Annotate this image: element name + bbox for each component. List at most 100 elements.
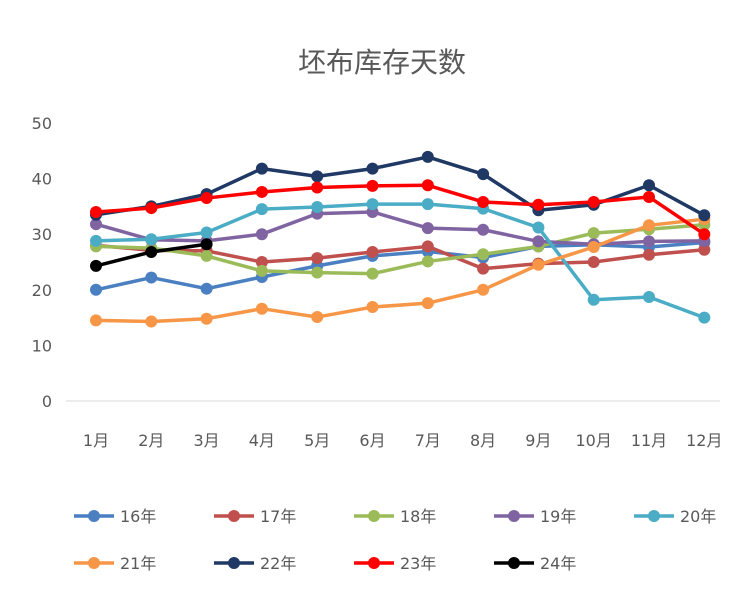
legend-swatch-marker [368, 510, 380, 522]
data-point [643, 219, 655, 232]
data-point [255, 203, 268, 216]
data-point [477, 248, 490, 261]
x-tick-label: 5月 [304, 431, 330, 450]
data-point [255, 228, 268, 241]
legend-label: 21年 [120, 554, 156, 573]
data-point [366, 162, 379, 175]
data-point [90, 314, 102, 327]
y-tick-label: 10 [32, 336, 52, 355]
data-point [532, 221, 545, 234]
data-point [532, 198, 545, 211]
x-tick-label: 4月 [249, 431, 275, 450]
data-point [643, 235, 655, 248]
legend-swatch-marker [228, 510, 240, 522]
series-19年 [90, 205, 711, 251]
data-point [255, 162, 268, 175]
data-point [643, 190, 655, 203]
data-point [200, 192, 213, 205]
legend-item-17年: 17年 [214, 507, 296, 526]
legend-swatch-marker [368, 557, 380, 569]
data-point [532, 235, 545, 248]
data-point [698, 209, 711, 222]
data-point [587, 195, 600, 208]
x-tick-label: 2月 [138, 431, 164, 450]
data-point [311, 181, 324, 194]
data-point [477, 283, 490, 296]
data-point [311, 266, 324, 279]
series-23年 [90, 179, 711, 241]
legend-item-18年: 18年 [354, 507, 436, 526]
legend-swatch-marker [648, 510, 660, 522]
legend-label: 19年 [540, 507, 576, 526]
data-point [145, 271, 158, 284]
y-tick-label: 40 [32, 170, 52, 189]
y-tick-label: 20 [32, 281, 52, 300]
data-point [643, 248, 655, 261]
data-point [90, 218, 102, 231]
data-point [200, 312, 213, 325]
data-point [90, 259, 102, 272]
legend-item-16年: 16年 [74, 507, 156, 526]
data-point [200, 226, 213, 239]
data-point [698, 243, 711, 256]
series-line [95, 217, 705, 324]
data-point [477, 262, 490, 275]
x-axis: 1月 2月 3月 4月 5月 6月 7月 8月 9月 10月 11月 12月 [66, 400, 722, 450]
data-point [698, 228, 711, 241]
data-point [145, 233, 158, 246]
data-point [587, 227, 600, 240]
y-tick-label: 0 [42, 392, 52, 411]
data-point [477, 168, 490, 181]
legend-item-19年: 19年 [494, 507, 576, 526]
y-axis: 0 10 20 30 40 50 [32, 114, 52, 411]
chart-title: 坯布库存天数 [298, 46, 466, 79]
y-tick-label: 50 [32, 114, 52, 133]
plot-series [90, 150, 711, 328]
data-point [421, 179, 434, 192]
legend-item-22年: 22年 [214, 554, 296, 573]
data-point [532, 258, 545, 271]
data-point [255, 264, 268, 277]
data-point [311, 170, 324, 183]
data-point [200, 282, 213, 295]
data-point [200, 238, 213, 251]
y-tick-label: 30 [32, 225, 52, 244]
data-point [90, 205, 102, 218]
legend-label: 18年 [400, 507, 436, 526]
series-line [95, 223, 705, 276]
data-point [421, 222, 434, 235]
x-tick-label: 6月 [359, 431, 385, 450]
legend-swatch-marker [228, 557, 240, 569]
legend-item-24年: 24年 [494, 554, 576, 573]
data-point [255, 185, 268, 198]
data-point [366, 198, 379, 211]
legend-item-20年: 20年 [634, 507, 716, 526]
series-line [95, 183, 706, 236]
legend-swatch-marker [88, 510, 100, 522]
x-tick-label: 12月 [686, 431, 722, 450]
data-point [421, 255, 434, 268]
data-point [311, 200, 324, 213]
data-point [587, 293, 600, 306]
legend-swatch-marker [508, 510, 520, 522]
data-point [587, 240, 600, 253]
data-point [145, 315, 158, 328]
legend-label: 22年 [260, 554, 296, 573]
data-point [587, 256, 600, 268]
x-tick-label: 3月 [194, 431, 220, 450]
legend-label: 16年 [120, 507, 156, 526]
x-tick-label: 9月 [525, 431, 551, 450]
data-point [421, 150, 434, 163]
data-point [145, 202, 158, 215]
x-tick-label: 8月 [470, 431, 496, 450]
data-point [421, 240, 434, 253]
legend-label: 17年 [260, 507, 296, 526]
series-line [95, 202, 705, 320]
data-point [255, 302, 268, 315]
data-point [477, 195, 490, 208]
legend-swatch-marker [88, 557, 100, 569]
data-point [477, 223, 490, 236]
data-point [90, 234, 102, 247]
data-point [311, 311, 324, 324]
